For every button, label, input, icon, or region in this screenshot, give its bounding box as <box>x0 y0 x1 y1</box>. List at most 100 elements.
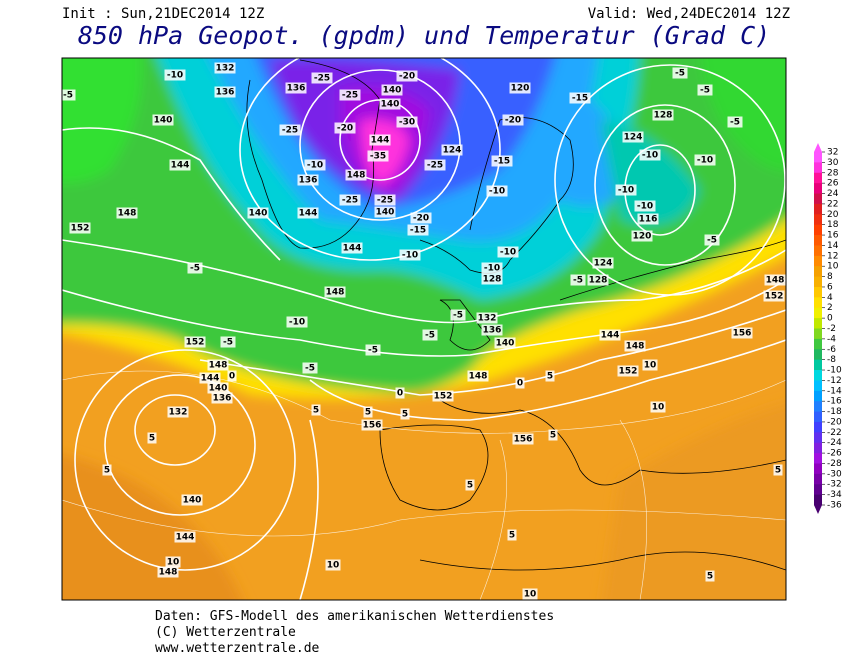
colorbar-label: -36 <box>827 501 842 511</box>
contour-label: 5 <box>149 434 155 444</box>
contour-label: -5 <box>223 338 233 348</box>
contour-label: -10 <box>697 156 713 166</box>
contour-label: 140 <box>381 100 400 110</box>
contour-label: -25 <box>427 161 443 171</box>
colorbar-swatch <box>814 421 822 433</box>
colorbar-swatch <box>814 214 822 226</box>
colorbar-label: -14 <box>827 386 842 396</box>
colorbar-swatch <box>814 286 822 298</box>
colorbar-swatch <box>814 442 822 454</box>
contour-label: -10 <box>402 251 418 261</box>
colorbar-label: -34 <box>827 490 842 500</box>
colorbar-label: 22 <box>827 199 838 209</box>
label-box <box>214 62 236 74</box>
contour-label: -5 <box>305 364 315 374</box>
contour-label: -5 <box>675 69 685 79</box>
footer-line: (C) Wetterzentrale <box>155 625 296 640</box>
colorbar-label: -8 <box>827 355 836 365</box>
contour-label: 5 <box>775 466 781 476</box>
colorbar-label: 4 <box>827 293 833 303</box>
label-box <box>624 340 646 352</box>
colorbar-label: -22 <box>827 428 842 438</box>
label-box <box>399 249 421 261</box>
colorbar-swatch <box>814 338 822 350</box>
label-box <box>615 184 637 196</box>
contour-label: 5 <box>402 410 408 420</box>
contour-label: 124 <box>443 146 462 156</box>
label-box <box>69 222 91 234</box>
colorbar-label: 16 <box>827 231 839 241</box>
label-box <box>339 194 361 206</box>
contour-label: -15 <box>494 157 510 167</box>
contour-label: 152 <box>619 367 638 377</box>
contour-label: -10 <box>489 187 505 197</box>
colorbar-label: -4 <box>827 334 836 344</box>
label-box <box>62 89 76 101</box>
contour-label: -20 <box>413 214 429 224</box>
label-box <box>592 257 614 269</box>
label-box <box>324 286 346 298</box>
colorbar-arrow <box>814 143 822 152</box>
label-box <box>548 429 558 441</box>
contour-label: 128 <box>589 276 608 286</box>
colorbar-arrow <box>814 505 822 514</box>
contour-label: 148 <box>118 209 137 219</box>
label-box <box>169 159 191 171</box>
label-box <box>763 290 785 302</box>
label-box <box>497 246 519 258</box>
label-box <box>617 365 639 377</box>
colorbar-swatch <box>814 172 822 184</box>
contour-label: 116 <box>639 215 658 225</box>
colorbar-swatch <box>814 453 822 464</box>
label-box <box>396 116 418 128</box>
label-box <box>165 556 181 568</box>
contour-label: 0 <box>397 389 403 399</box>
label-box <box>304 159 326 171</box>
colorbar-label: 2 <box>827 303 833 313</box>
contour-label: 148 <box>347 171 366 181</box>
label-box <box>704 234 720 246</box>
contour-label: -10 <box>642 151 658 161</box>
valid-text: Valid: Wed,24DEC2014 12Z <box>588 6 790 22</box>
label-box <box>311 404 321 416</box>
colorbar-label: -30 <box>827 469 842 479</box>
label-box <box>214 86 236 98</box>
label-box <box>187 262 203 274</box>
label-box <box>672 67 688 79</box>
colorbar-label: 28 <box>827 168 839 178</box>
contour-label: 120 <box>511 84 530 94</box>
label-box <box>652 109 674 121</box>
contour-label: -10 <box>637 202 653 212</box>
label-box <box>650 401 666 413</box>
contour-label: 132 <box>478 314 497 324</box>
contour-label: -10 <box>484 264 500 274</box>
contour-label: 136 <box>287 84 306 94</box>
contour-label: 140 <box>154 116 173 126</box>
contour-label: -25 <box>314 74 330 84</box>
label-box <box>345 169 367 181</box>
contour-label: 144 <box>171 161 190 171</box>
label-box <box>622 131 644 143</box>
colorbar-swatch <box>814 224 822 236</box>
label-box <box>157 566 179 578</box>
contour-label: 148 <box>326 288 345 298</box>
label-box <box>494 337 516 349</box>
colorbar-swatch <box>814 484 822 496</box>
contour-label: -15 <box>410 226 426 236</box>
contour-label: -10 <box>289 318 305 328</box>
contour-label: 132 <box>169 408 188 418</box>
contour-label: -15 <box>572 94 588 104</box>
label-box <box>727 116 743 128</box>
contour-label: 136 <box>299 176 318 186</box>
contour-label: -20 <box>337 124 353 134</box>
contour-label: 10 <box>327 561 340 571</box>
contour-label: 5 <box>365 408 371 418</box>
contour-label: -5 <box>190 264 200 274</box>
colorbar-swatch <box>814 297 822 309</box>
colorbar-label: 6 <box>827 282 833 292</box>
colorbar-label: -10 <box>827 366 842 376</box>
label-box <box>764 274 786 286</box>
contour-label: 5 <box>104 466 110 476</box>
colorbar-label: 8 <box>827 272 833 282</box>
colorbar-swatch <box>814 203 822 215</box>
